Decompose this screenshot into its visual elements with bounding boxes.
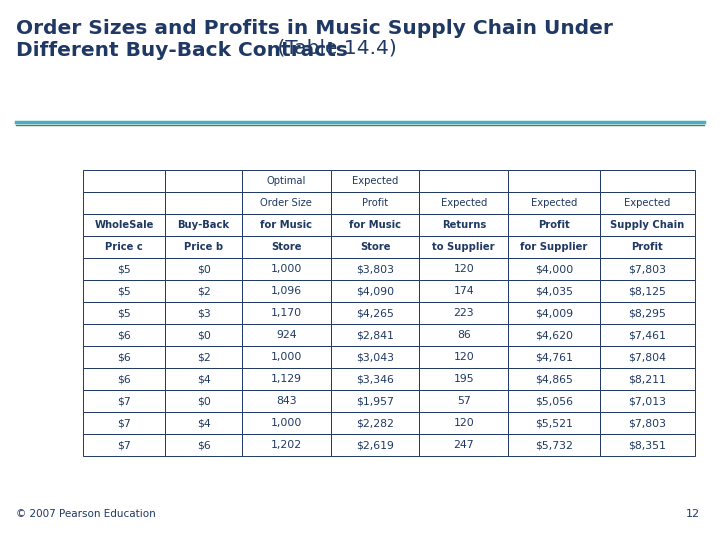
Text: 924: 924	[276, 330, 297, 340]
Text: $7,803: $7,803	[629, 418, 667, 428]
Text: 86: 86	[457, 330, 471, 340]
Text: $5,732: $5,732	[535, 440, 573, 450]
Text: $3,346: $3,346	[356, 374, 394, 384]
Text: Expected: Expected	[352, 176, 398, 186]
Text: $7,461: $7,461	[629, 330, 666, 340]
Text: for Music: for Music	[261, 220, 312, 230]
Text: $7: $7	[117, 418, 131, 428]
Text: $2: $2	[197, 286, 210, 296]
Text: Store: Store	[271, 242, 302, 252]
Text: $0: $0	[197, 396, 211, 406]
Text: Order Size: Order Size	[261, 198, 312, 208]
Text: Buy-Back: Buy-Back	[178, 220, 230, 230]
Text: 12: 12	[685, 509, 700, 519]
Text: Price b: Price b	[184, 242, 223, 252]
Text: $8,295: $8,295	[629, 308, 666, 318]
Text: 1,129: 1,129	[271, 374, 302, 384]
Text: WholeSale: WholeSale	[94, 220, 154, 230]
Text: $5: $5	[117, 308, 131, 318]
Text: $0: $0	[197, 330, 211, 340]
Text: $7: $7	[117, 396, 131, 406]
Text: for Music: for Music	[349, 220, 401, 230]
Text: 1,202: 1,202	[271, 440, 302, 450]
Text: $7,013: $7,013	[629, 396, 667, 406]
Text: for Supplier: for Supplier	[521, 242, 588, 252]
Text: $1,957: $1,957	[356, 396, 394, 406]
Text: $4,265: $4,265	[356, 308, 394, 318]
Text: $3,803: $3,803	[356, 264, 394, 274]
Text: 1,000: 1,000	[271, 418, 302, 428]
Text: $5,056: $5,056	[535, 396, 573, 406]
Text: $4,761: $4,761	[535, 352, 573, 362]
Text: $7: $7	[117, 440, 131, 450]
Text: 843: 843	[276, 396, 297, 406]
Text: Expected: Expected	[624, 198, 670, 208]
Text: $4,090: $4,090	[356, 286, 394, 296]
Text: Profit: Profit	[362, 198, 388, 208]
Text: $2,282: $2,282	[356, 418, 394, 428]
Text: Price c: Price c	[105, 242, 143, 252]
Text: $4,000: $4,000	[535, 264, 573, 274]
Text: $6: $6	[197, 440, 210, 450]
Text: $4,620: $4,620	[535, 330, 573, 340]
Text: $3: $3	[197, 308, 210, 318]
Text: $0: $0	[197, 264, 211, 274]
Text: $6: $6	[117, 352, 131, 362]
Text: $8,125: $8,125	[629, 286, 666, 296]
Text: $6: $6	[117, 330, 131, 340]
Text: $8,211: $8,211	[629, 374, 666, 384]
Text: © 2007 Pearson Education: © 2007 Pearson Education	[16, 509, 156, 519]
Text: Returns: Returns	[441, 220, 486, 230]
Text: Profit: Profit	[538, 220, 570, 230]
Text: $4,865: $4,865	[535, 374, 573, 384]
Text: 1,170: 1,170	[271, 308, 302, 318]
Text: 174: 174	[454, 286, 474, 296]
Text: $3,043: $3,043	[356, 352, 394, 362]
Text: Profit: Profit	[631, 242, 663, 252]
Text: 1,096: 1,096	[271, 286, 302, 296]
Text: 120: 120	[454, 264, 474, 274]
Text: 223: 223	[454, 308, 474, 318]
Text: $6: $6	[117, 374, 131, 384]
Text: $2,619: $2,619	[356, 440, 394, 450]
Text: $7,804: $7,804	[629, 352, 667, 362]
Text: to Supplier: to Supplier	[433, 242, 495, 252]
Text: $5: $5	[117, 264, 131, 274]
Text: 120: 120	[454, 418, 474, 428]
Text: $5: $5	[117, 286, 131, 296]
Text: 195: 195	[454, 374, 474, 384]
Text: $2,841: $2,841	[356, 330, 394, 340]
Text: $5,521: $5,521	[535, 418, 573, 428]
Text: 1,000: 1,000	[271, 264, 302, 274]
Text: Supply Chain: Supply Chain	[611, 220, 685, 230]
Text: $4,035: $4,035	[535, 286, 573, 296]
Text: Optimal: Optimal	[266, 176, 306, 186]
Text: (Table 14.4): (Table 14.4)	[271, 38, 397, 57]
Text: $4,009: $4,009	[535, 308, 573, 318]
Text: Order Sizes and Profits in Music Supply Chain Under
Different Buy-Back Contracts: Order Sizes and Profits in Music Supply …	[16, 19, 613, 60]
Text: $4: $4	[197, 418, 210, 428]
Text: $8,351: $8,351	[629, 440, 666, 450]
Text: Expected: Expected	[441, 198, 487, 208]
Text: 1,000: 1,000	[271, 352, 302, 362]
Text: Expected: Expected	[531, 198, 577, 208]
Text: $2: $2	[197, 352, 210, 362]
Text: 57: 57	[457, 396, 471, 406]
Text: 120: 120	[454, 352, 474, 362]
Text: $7,803: $7,803	[629, 264, 667, 274]
Text: 247: 247	[454, 440, 474, 450]
Text: Store: Store	[360, 242, 390, 252]
Text: $4: $4	[197, 374, 210, 384]
